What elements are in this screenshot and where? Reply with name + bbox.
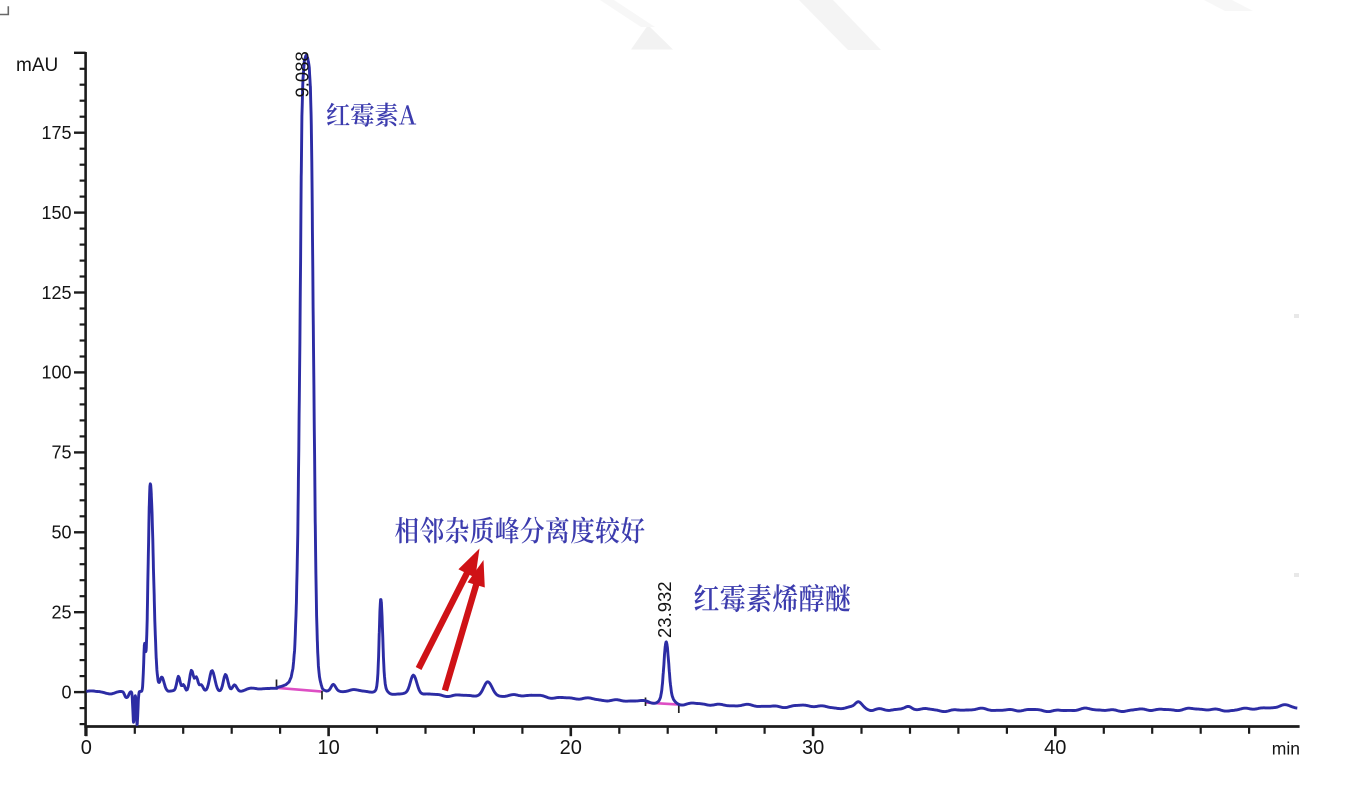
svg-text:100: 100 bbox=[41, 363, 71, 383]
svg-text:9.088: 9.088 bbox=[292, 51, 313, 97]
svg-text:25: 25 bbox=[51, 603, 71, 623]
svg-text:0: 0 bbox=[81, 737, 92, 759]
svg-text:175: 175 bbox=[41, 123, 71, 143]
svg-text:150: 150 bbox=[41, 203, 71, 223]
svg-text:0: 0 bbox=[61, 682, 71, 702]
svg-text:40: 40 bbox=[1044, 737, 1066, 759]
svg-text:30: 30 bbox=[802, 737, 824, 759]
svg-text:10: 10 bbox=[317, 737, 339, 759]
svg-text:min: min bbox=[1272, 739, 1300, 759]
svg-text:75: 75 bbox=[51, 443, 71, 463]
svg-text:125: 125 bbox=[41, 283, 71, 303]
svg-text:mAU: mAU bbox=[16, 55, 58, 76]
svg-text:50: 50 bbox=[51, 523, 71, 543]
svg-text:20: 20 bbox=[560, 737, 582, 759]
svg-text:23.932: 23.932 bbox=[654, 581, 675, 638]
